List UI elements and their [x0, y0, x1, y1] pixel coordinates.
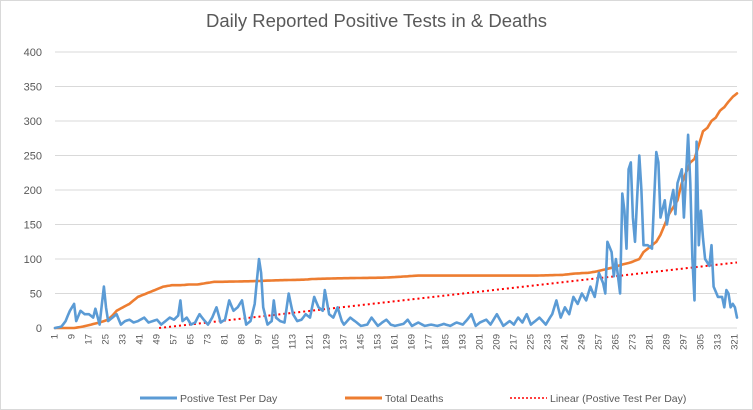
x-tick-label: 225: [525, 334, 536, 350]
legend-item-positive-tests: Postive Test Per Day: [140, 393, 278, 405]
x-tick-label: 145: [355, 334, 366, 350]
x-tick-label: 25: [101, 334, 112, 345]
x-tick-label: 33: [118, 334, 129, 345]
x-tick-label: 105: [270, 334, 281, 350]
series-linear-trendline: [158, 261, 738, 329]
y-tick-label: 300: [24, 116, 42, 128]
x-tick-label: 233: [542, 334, 553, 350]
x-tick-label: 297: [678, 334, 689, 350]
series-total-deaths: [53, 92, 739, 330]
x-tick-label: 169: [406, 334, 417, 350]
x-tick-label: 193: [457, 334, 468, 350]
y-tick-label: 50: [30, 289, 42, 301]
series-positive-tests: [53, 133, 739, 330]
series-group: [53, 92, 739, 330]
x-tick-label: 129: [321, 334, 332, 350]
x-tick-label: 241: [559, 334, 570, 350]
x-tick-label: 137: [338, 334, 349, 350]
y-tick-label: 0: [36, 323, 42, 335]
x-tick-label: 97: [253, 334, 264, 345]
x-tick-label: 65: [185, 334, 196, 345]
x-tick-label: 217: [508, 334, 519, 350]
x-tick-label: 81: [219, 334, 230, 345]
y-tick-label: 200: [24, 185, 42, 197]
x-tick-label: 185: [440, 334, 451, 350]
gridlines: [55, 51, 737, 329]
y-axis-ticks: 0 50 100 150 200 250 300 350 400: [24, 47, 42, 335]
x-axis-ticks: 1 9 17 25 33 41 49 57 65 73 81 89 97 105 113 121 129 137 1…: [50, 334, 741, 350]
x-tick-label: 17: [84, 334, 95, 345]
x-tick-label: 305: [695, 334, 706, 350]
x-tick-label: 161: [389, 334, 400, 350]
x-tick-label: 153: [372, 334, 383, 350]
y-tick-label: 250: [24, 151, 42, 163]
x-tick-label: 49: [151, 334, 162, 345]
x-tick-label: 321: [729, 334, 740, 350]
x-tick-label: 1: [50, 334, 61, 339]
y-tick-label: 350: [24, 82, 42, 94]
x-tick-label: 249: [576, 334, 587, 350]
x-tick-label: 73: [202, 334, 213, 345]
x-tick-label: 265: [610, 334, 621, 350]
legend-label: Linear (Postive Test Per Day): [550, 393, 686, 405]
x-tick-label: 177: [423, 334, 434, 350]
x-tick-label: 121: [304, 334, 315, 350]
x-tick-label: 201: [474, 334, 485, 350]
x-tick-label: 289: [661, 334, 672, 350]
x-tick-label: 41: [135, 334, 146, 345]
x-tick-label: 113: [287, 334, 298, 349]
legend-item-linear-trendline: Linear (Postive Test Per Day): [510, 393, 686, 405]
x-tick-label: 209: [491, 334, 502, 350]
x-tick-label: 257: [593, 334, 604, 350]
legend-label: Postive Test Per Day: [180, 393, 278, 405]
x-tick-label: 281: [644, 334, 655, 350]
legend: Postive Test Per Day Total Deaths Linear (…: [140, 393, 686, 405]
x-tick-label: 273: [627, 334, 638, 350]
legend-label: Total Deaths: [385, 393, 443, 405]
x-tick-label: 313: [712, 334, 723, 350]
x-tick-label: 89: [236, 334, 247, 345]
x-tick-label: 57: [168, 334, 179, 345]
y-tick-label: 400: [24, 47, 42, 59]
y-tick-label: 100: [24, 254, 42, 266]
chart-title: Daily Reported Positive Tests in & Death…: [205, 10, 548, 31]
legend-item-total-deaths: Total Deaths: [345, 393, 443, 405]
y-tick-label: 150: [24, 220, 42, 232]
x-tick-label: 9: [67, 334, 78, 339]
